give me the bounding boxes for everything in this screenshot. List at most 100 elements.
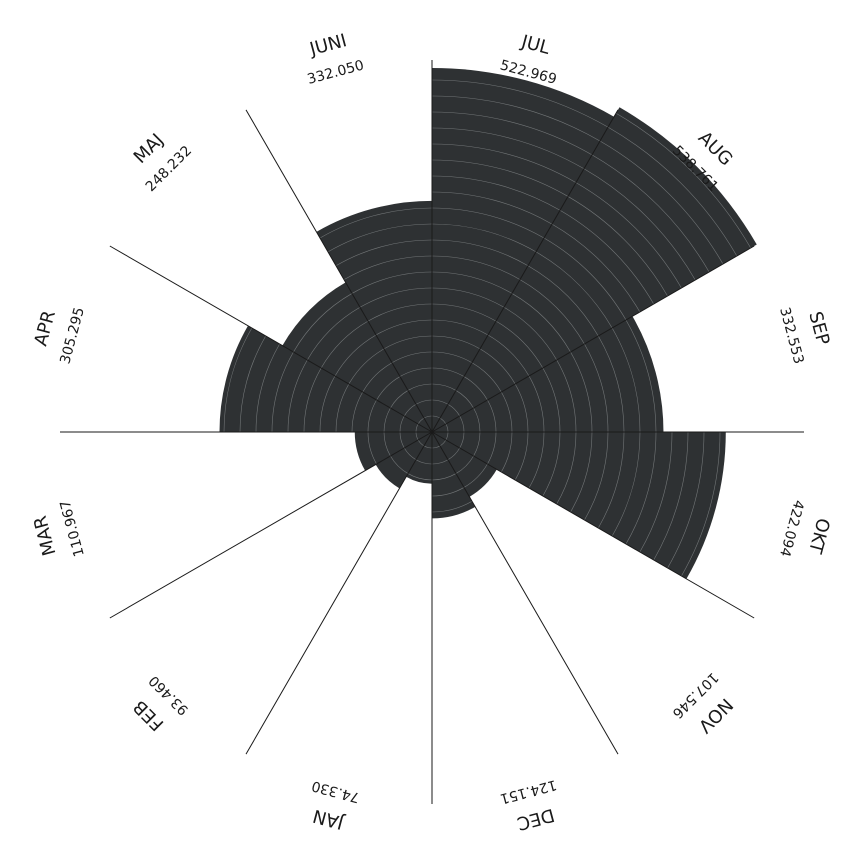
ring-line [543, 237, 627, 321]
ring-line [473, 431, 481, 457]
ring-line [390, 390, 409, 409]
ring-line [584, 431, 609, 521]
ring-line [639, 431, 673, 553]
ring-line [431, 351, 473, 363]
ring-line [570, 351, 593, 433]
ring-line [271, 351, 294, 433]
sector-group [219, 67, 757, 579]
ring-line [390, 455, 409, 474]
ring-line [319, 375, 336, 433]
ring-line [575, 182, 682, 289]
ring-line [431, 303, 497, 322]
sector-jul [432, 67, 614, 433]
ring-line [431, 79, 609, 128]
sector-divider [431, 245, 755, 433]
ring-line [625, 319, 657, 433]
ring-line [570, 431, 593, 513]
ring-line [463, 463, 488, 488]
ring-line [367, 303, 433, 322]
value-label-jan: 74.330 [310, 777, 361, 805]
ring-line [611, 431, 641, 537]
ring-line [615, 113, 751, 249]
sector-dec [432, 432, 476, 519]
ring-line [431, 95, 601, 142]
ring-line [431, 191, 553, 225]
ring-line [455, 390, 474, 409]
ring-line [598, 335, 625, 433]
sector-nov [432, 432, 497, 497]
sector-jan [406, 432, 432, 484]
ring-line [351, 271, 433, 294]
ring-line [625, 431, 657, 545]
divider-group [60, 60, 804, 804]
ring-line [487, 399, 497, 433]
sector-divider [109, 245, 433, 433]
ring-line [611, 327, 641, 433]
ring-line [431, 487, 465, 497]
ring-line [487, 334, 530, 377]
ring-line [334, 334, 377, 377]
ring-line [431, 383, 457, 391]
ring-line [514, 383, 529, 433]
value-label-apr: 305.295 [57, 306, 87, 366]
ring-line [320, 320, 369, 369]
ring-line [667, 431, 705, 569]
ring-line [501, 431, 513, 473]
ring-line [343, 255, 433, 280]
ring-line [375, 319, 433, 336]
ring-line [327, 223, 433, 253]
ring-line [431, 367, 465, 377]
ring-line [399, 367, 433, 377]
ring-line [551, 223, 641, 313]
ring-line [431, 127, 585, 169]
ring-line [528, 375, 545, 433]
ring-line [431, 223, 537, 253]
ring-line [431, 319, 489, 336]
month-label-dec: DEC [515, 804, 557, 834]
ring-line [351, 391, 363, 433]
ring-line [383, 431, 391, 457]
sector-divider [431, 109, 619, 433]
month-label-feb: FEB [129, 696, 168, 735]
ring-line [559, 210, 654, 305]
ring-line [431, 175, 561, 211]
sector-divider [245, 431, 433, 755]
value-label-dec: 124.151 [498, 776, 558, 806]
sector-divider [431, 431, 619, 755]
ring-line [239, 335, 266, 433]
ring-line [501, 391, 513, 433]
ring-line [293, 293, 353, 353]
ring-line [376, 376, 401, 401]
ring-line [527, 265, 599, 337]
ring-line [431, 271, 513, 294]
ring-line [542, 431, 561, 497]
sector-divider [245, 109, 433, 433]
ring-line [511, 293, 571, 353]
value-label-juni: 332.050 [306, 57, 366, 87]
month-label-jan: JAN [311, 805, 347, 834]
ring-line [431, 501, 473, 513]
month-label-maj: MAJ [130, 130, 168, 168]
value-label-mar: 110.967 [57, 498, 87, 558]
ring-line [681, 431, 721, 577]
ring-line [367, 399, 377, 433]
ring-line [607, 126, 738, 257]
ring-line [653, 431, 689, 561]
sector-aug [432, 107, 757, 433]
ring-line [362, 362, 393, 393]
sector-maj [282, 282, 432, 432]
sector-juni [316, 200, 432, 432]
ring-line [431, 473, 457, 481]
sector-divider [109, 431, 433, 619]
ring-line [335, 383, 350, 433]
ring-line [307, 307, 361, 361]
ring-line [431, 143, 577, 183]
ring-line [287, 359, 308, 433]
ring-line [431, 287, 505, 308]
ring-line [431, 239, 529, 266]
ring-line [556, 359, 577, 433]
month-label-apr: APR [30, 308, 60, 348]
month-label-jul: JUL [518, 31, 552, 59]
